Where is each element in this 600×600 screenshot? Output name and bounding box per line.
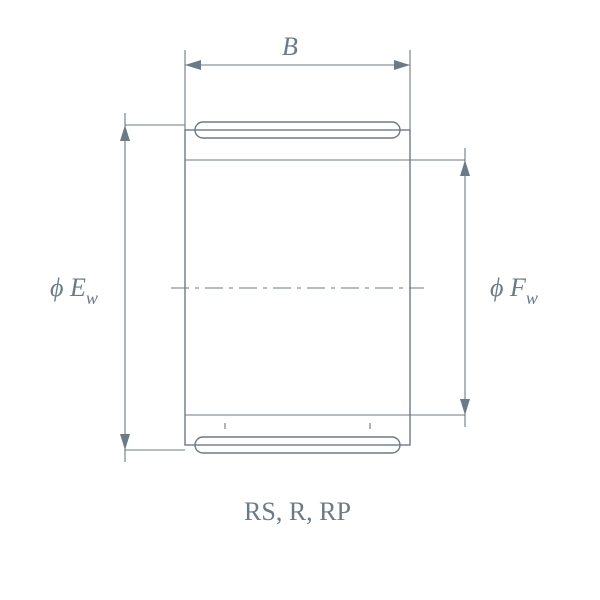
dim-Fw-label: ϕ Fw [490,273,538,308]
svg-text:ϕ Fw: ϕ Fw [490,273,538,308]
dim-B-label: B [282,32,298,61]
svg-text:ϕ Ew: ϕ Ew [50,273,98,308]
dim-Ew-label: ϕ Ew [50,273,98,308]
bearing-diagram: Bϕ Ew ϕ Fw RS, R, RP [0,0,600,600]
caption: RS, R, RP [244,497,351,526]
